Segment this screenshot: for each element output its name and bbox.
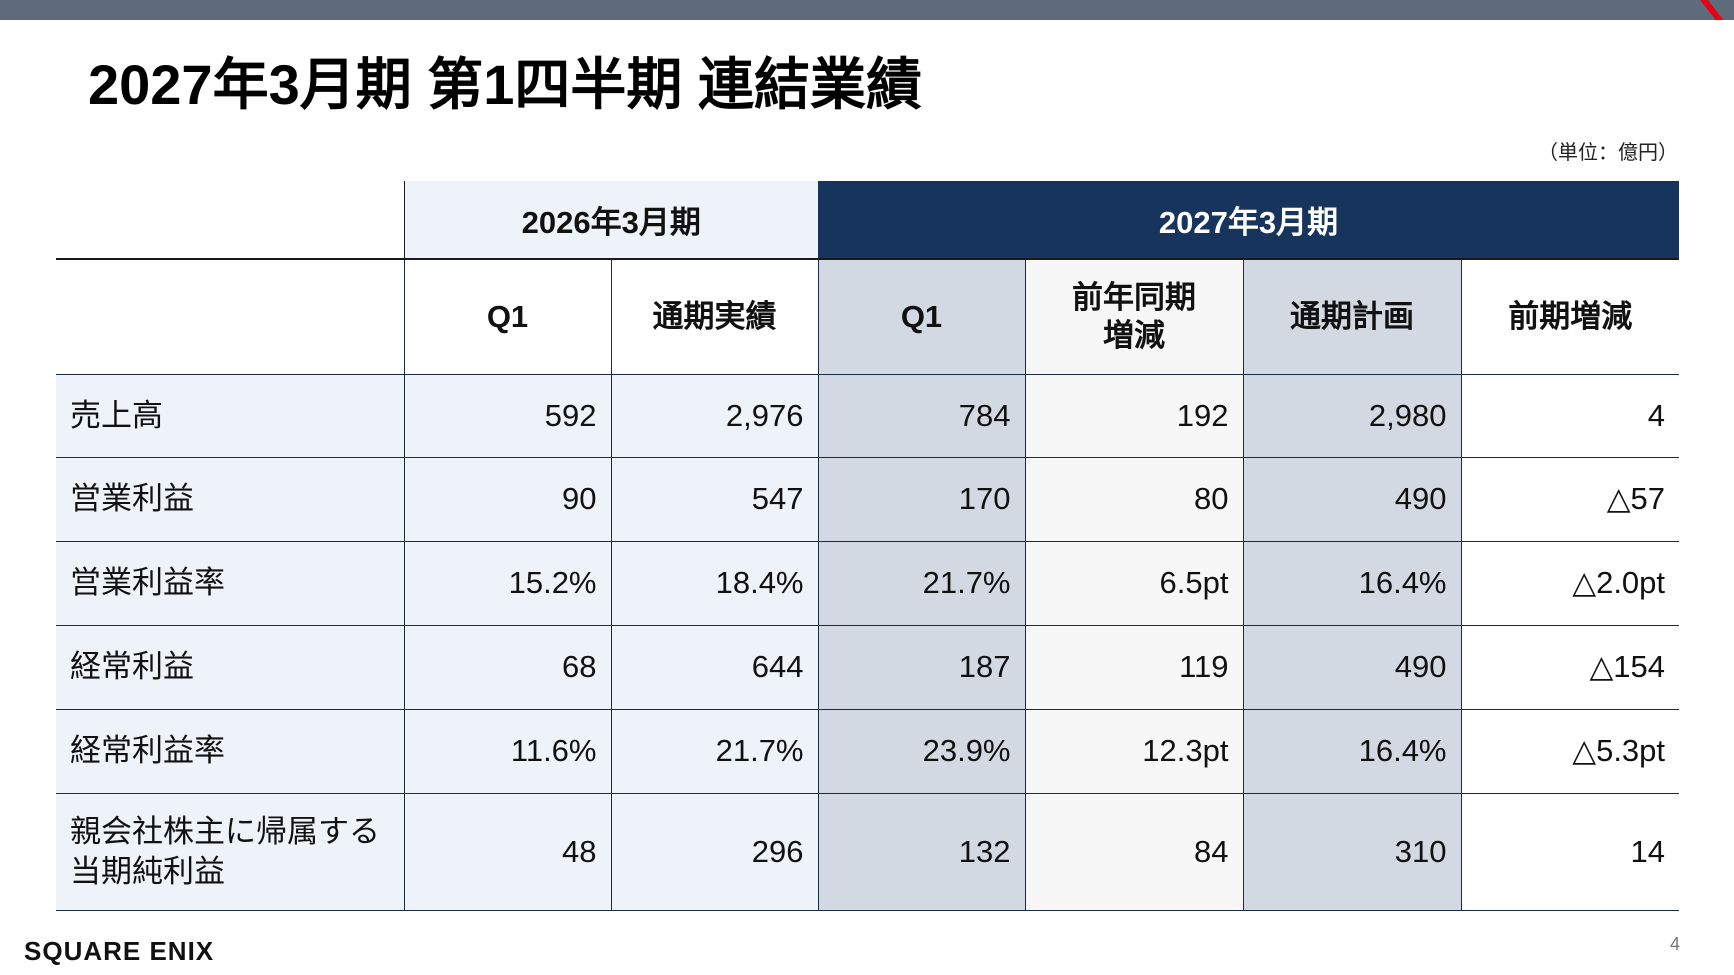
table-cell: 490 — [1242, 625, 1461, 710]
table-row: 親会社株主に帰属する 当期純利益 48 296 132 84 310 14 — [56, 793, 1680, 911]
table-cell: 68 — [403, 625, 611, 710]
table-cell: 490 — [1242, 457, 1461, 542]
consolidated-results-table: 2026年3月期 2027年3月期 Q1 通期実績 Q1 前年同期 増減 通期計… — [56, 181, 1680, 911]
table-cell: 170 — [817, 457, 1025, 542]
table-cell: 18.4% — [610, 541, 818, 626]
table-row: 売上高 592 2,976 784 192 2,980 4 — [56, 374, 1680, 458]
table-row: 経常利益 68 644 187 119 490 △154 — [56, 625, 1680, 710]
col-header-fy27-q1: Q1 — [817, 259, 1025, 375]
table-row: 営業利益 90 547 170 80 490 △57 — [56, 457, 1680, 542]
table-cell: 11.6% — [403, 709, 611, 794]
table-cell: 80 — [1024, 457, 1243, 542]
row-label: 営業利益 — [56, 457, 404, 542]
table-cell: △57 — [1460, 457, 1680, 542]
table-cell: △154 — [1460, 625, 1680, 710]
col-header-fy26-q1: Q1 — [403, 259, 611, 375]
page-number: 4 — [1669, 934, 1680, 954]
table-cell: 21.7% — [610, 709, 818, 794]
table-cell: 48 — [403, 793, 611, 911]
group-header-row: 2026年3月期 2027年3月期 — [56, 181, 1680, 260]
row-label-header — [56, 259, 404, 375]
table-cell: 187 — [817, 625, 1025, 710]
table-cell: 23.9% — [817, 709, 1025, 794]
table-cell: 21.7% — [817, 541, 1025, 626]
table-cell: 2,980 — [1242, 374, 1461, 458]
table-cell: 132 — [817, 793, 1025, 911]
table-cell: 84 — [1024, 793, 1243, 911]
unit-note: （単位：億円） — [1538, 142, 1678, 164]
table-cell: 296 — [610, 793, 818, 911]
row-label: 親会社株主に帰属する 当期純利益 — [56, 793, 404, 911]
table-row: 営業利益率 15.2% 18.4% 21.7% 6.5pt 16.4% △2.0… — [56, 541, 1680, 626]
table-cell: 192 — [1024, 374, 1243, 458]
table-cell: 15.2% — [403, 541, 611, 626]
column-header-row: Q1 通期実績 Q1 前年同期 増減 通期計画 前期増減 — [56, 259, 1680, 375]
table-cell: 90 — [403, 457, 611, 542]
table-cell: 2,976 — [610, 374, 818, 458]
table-cell: △2.0pt — [1460, 541, 1680, 626]
table-row: 経常利益率 11.6% 21.7% 23.9% 12.3pt 16.4% △5.… — [56, 709, 1680, 794]
col-header-vs-prior-year: 前期増減 — [1460, 259, 1680, 375]
table-cell: 6.5pt — [1024, 541, 1243, 626]
table-cell: 12.3pt — [1024, 709, 1243, 794]
top-bar — [0, 0, 1734, 20]
row-label: 営業利益率 — [56, 541, 404, 626]
corner-accent-mark — [1690, 0, 1734, 20]
header-corner — [56, 181, 404, 260]
square-enix-logo: SQUARE ENIX — [24, 936, 215, 966]
row-label: 売上高 — [56, 374, 404, 458]
table-cell: 119 — [1024, 625, 1243, 710]
group-header-fy2026: 2026年3月期 — [403, 181, 818, 260]
table-cell: 547 — [610, 457, 818, 542]
table-cell: 310 — [1242, 793, 1461, 911]
col-header-yoy-change: 前年同期 増減 — [1024, 259, 1243, 375]
table-cell: 784 — [817, 374, 1025, 458]
table-cell: 14 — [1460, 793, 1680, 911]
table-cell: 16.4% — [1242, 541, 1461, 626]
col-header-full-year-plan: 通期計画 — [1242, 259, 1461, 375]
slide-title: 2027年3月期 第1四半期 連結業績 — [88, 53, 922, 116]
table-cell: 4 — [1460, 374, 1680, 458]
table-cell: 16.4% — [1242, 709, 1461, 794]
table-cell: 592 — [403, 374, 611, 458]
group-header-fy2027: 2027年3月期 — [818, 181, 1680, 260]
table-cell: △5.3pt — [1460, 709, 1680, 794]
col-header-fy26-full-year-actual: 通期実績 — [610, 259, 818, 375]
row-label: 経常利益 — [56, 625, 404, 710]
row-label: 経常利益率 — [56, 709, 404, 794]
table-cell: 644 — [610, 625, 818, 710]
